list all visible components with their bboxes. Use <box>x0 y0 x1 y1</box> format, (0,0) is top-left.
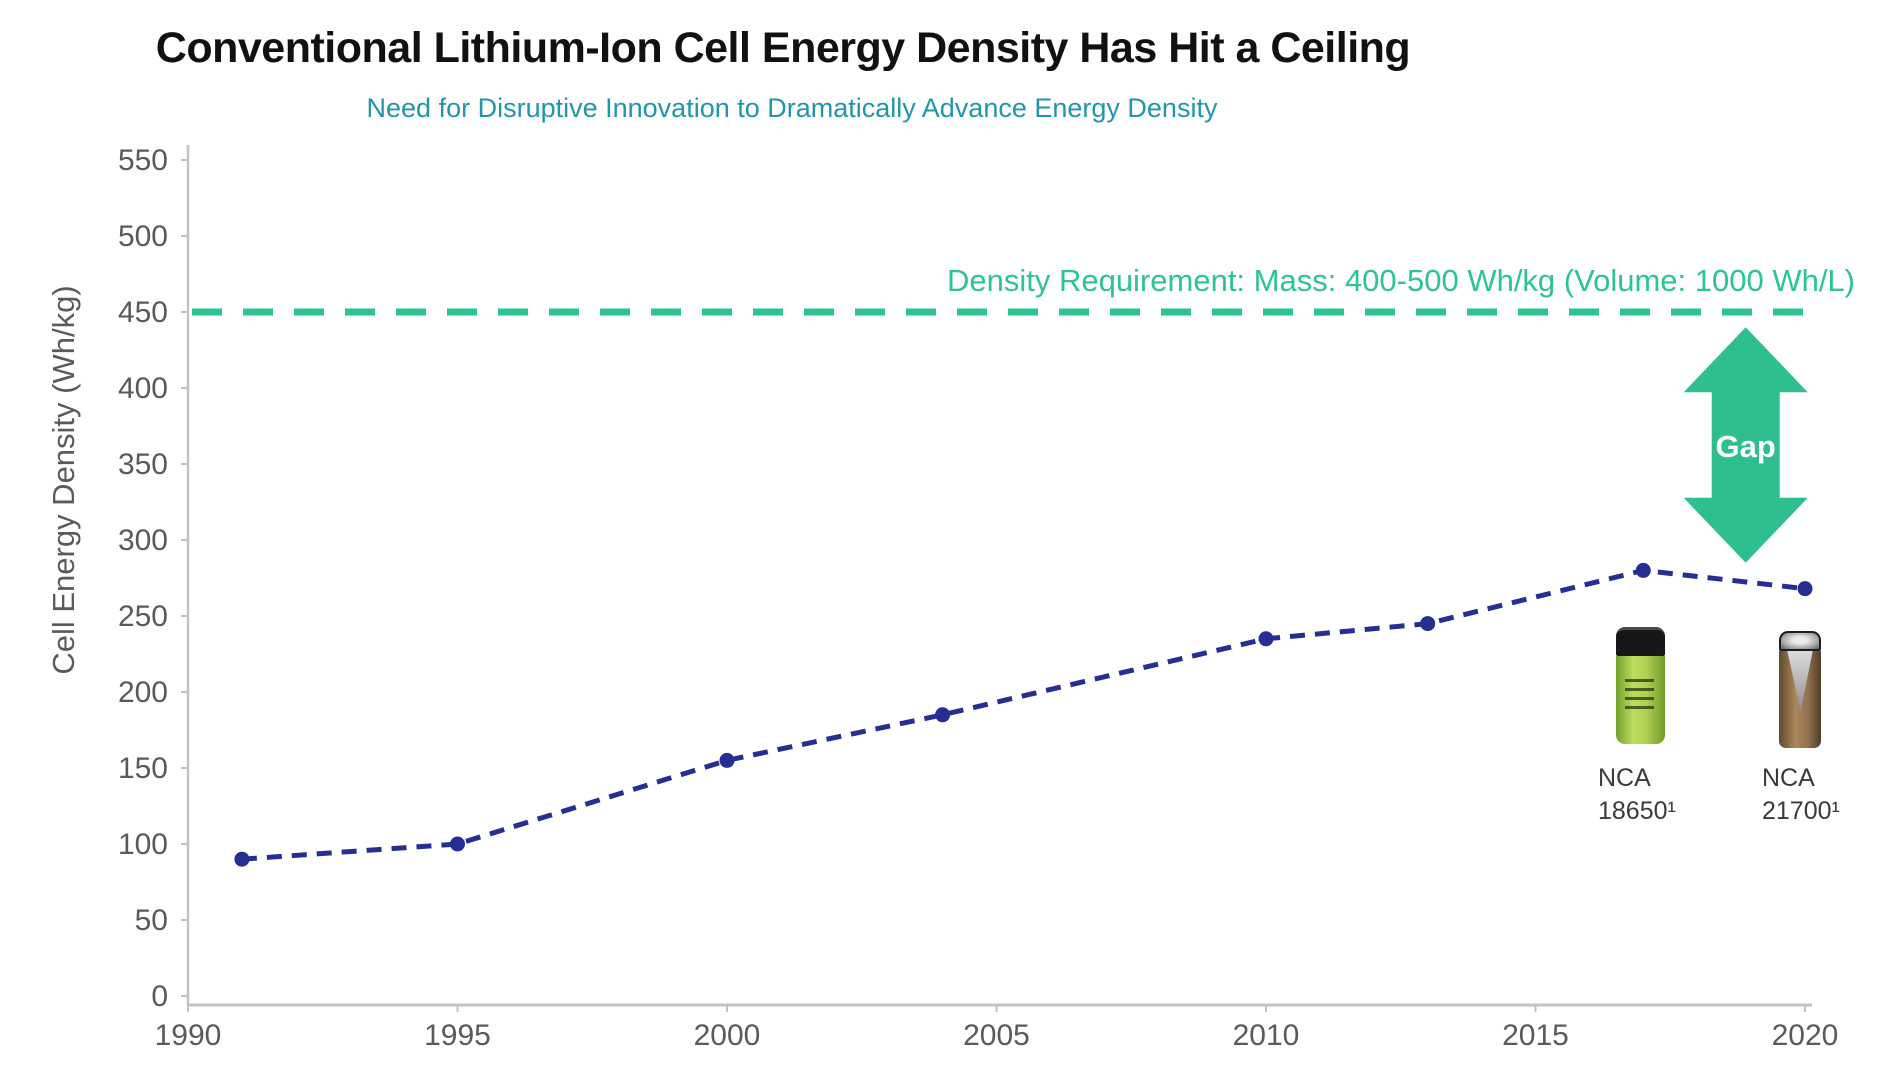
x-tick-label: 2005 <box>963 1019 1030 1052</box>
y-tick-label: 150 <box>118 752 168 785</box>
battery-cap <box>1616 627 1665 656</box>
y-tick-label: 0 <box>151 980 168 1013</box>
y-tick-label: 500 <box>118 220 168 253</box>
data-point <box>1797 581 1813 597</box>
y-tick-label: 200 <box>118 676 168 709</box>
page-title: Conventional Lithium-Ion Cell Energy Den… <box>155 24 1411 72</box>
y-tick-label: 50 <box>135 904 168 937</box>
density-requirement-label: Density Requirement: Mass: 400-500 Wh/kg… <box>946 263 1855 298</box>
data-point <box>1258 631 1274 647</box>
x-tick-label: 1990 <box>155 1019 222 1052</box>
gap-arrow-label: Gap <box>1716 429 1776 464</box>
battery-caption-line: 18650¹ <box>1598 797 1676 825</box>
battery-caption-nca-21700: NCA 21700¹ <box>1762 762 1840 828</box>
y-tick-label: 300 <box>118 524 168 557</box>
battery-caption-line: 21700¹ <box>1762 797 1840 825</box>
energy-density-series <box>241 567 1806 862</box>
data-point <box>450 836 465 852</box>
y-tick-label: 450 <box>118 296 168 329</box>
data-point <box>719 752 735 768</box>
x-tick-label: 2020 <box>1772 1019 1839 1052</box>
battery-body <box>1779 651 1821 748</box>
battery-photo-nca-21700 <box>1779 631 1821 748</box>
battery-print <box>1624 678 1655 715</box>
battery-cap <box>1779 631 1821 651</box>
battery-caption-nca-18650: NCA 18650¹ <box>1598 762 1676 828</box>
data-point <box>1420 616 1436 632</box>
y-tick-label: 550 <box>118 144 168 177</box>
y-tick-label: 350 <box>118 448 168 481</box>
y-tick-label: 250 <box>118 600 168 633</box>
x-tick-label: 2000 <box>694 1019 761 1052</box>
page-subtitle: Need for Disruptive Innovation to Dramat… <box>366 93 1218 123</box>
y-tick-label: 100 <box>118 828 168 861</box>
battery-photo-nca-18650 <box>1616 627 1665 744</box>
data-point <box>935 707 951 723</box>
data-point <box>234 851 250 867</box>
x-tick-label: 2015 <box>1502 1019 1569 1052</box>
x-tick-label: 1995 <box>424 1019 491 1052</box>
x-tick-label: 2010 <box>1233 1019 1300 1052</box>
gap-arrow <box>1683 327 1808 563</box>
battery-caption-line: NCA <box>1762 764 1815 792</box>
battery-caption-line: NCA <box>1598 764 1651 792</box>
data-point <box>1635 562 1651 578</box>
battery-foil <box>1787 651 1813 712</box>
battery-body <box>1616 656 1665 744</box>
y-tick-label: 400 <box>118 372 168 405</box>
